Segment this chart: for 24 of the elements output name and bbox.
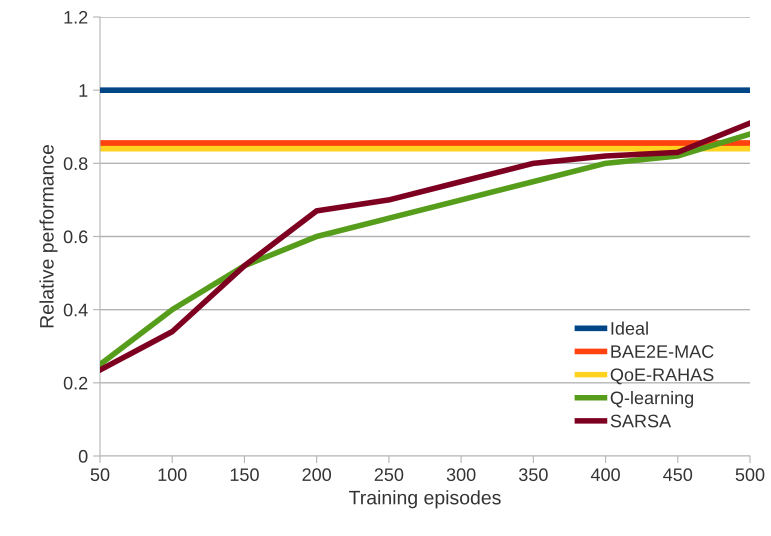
- x-tick-label: 450: [663, 468, 692, 482]
- x-tick-label: 400: [590, 468, 620, 482]
- legend-label: Ideal: [612, 322, 648, 335]
- y-axis-title: Relative performance: [39, 144, 58, 328]
- legend-label: QoE-RAHAS: [610, 368, 714, 384]
- x-tick-label: 500: [736, 468, 764, 482]
- x-tick-label: 250: [374, 468, 404, 482]
- y-tick-label: 0: [78, 450, 88, 463]
- y-tick-label: 1: [80, 84, 88, 97]
- x-tick-label: 150: [230, 468, 259, 482]
- x-tick-label: 100: [158, 468, 187, 482]
- x-tick-label: 350: [518, 468, 548, 482]
- y-tick-label: 0.4: [64, 304, 88, 316]
- x-axis-title: Training episodes: [349, 490, 501, 508]
- x-tick-label: 200: [302, 468, 332, 482]
- x-tick-label: 50: [90, 468, 110, 482]
- legend-label: SARSA: [610, 414, 672, 428]
- y-tick-label: 0.6: [64, 230, 88, 244]
- legend-label: Q-learning: [610, 390, 694, 408]
- y-tick-label: 0.2: [64, 376, 88, 390]
- x-tick-label: 300: [446, 468, 476, 482]
- y-tick-label: 0.8: [64, 157, 88, 170]
- legend-label: BAE2E-MAC: [611, 345, 714, 358]
- y-tick-label: 1.2: [64, 10, 88, 24]
